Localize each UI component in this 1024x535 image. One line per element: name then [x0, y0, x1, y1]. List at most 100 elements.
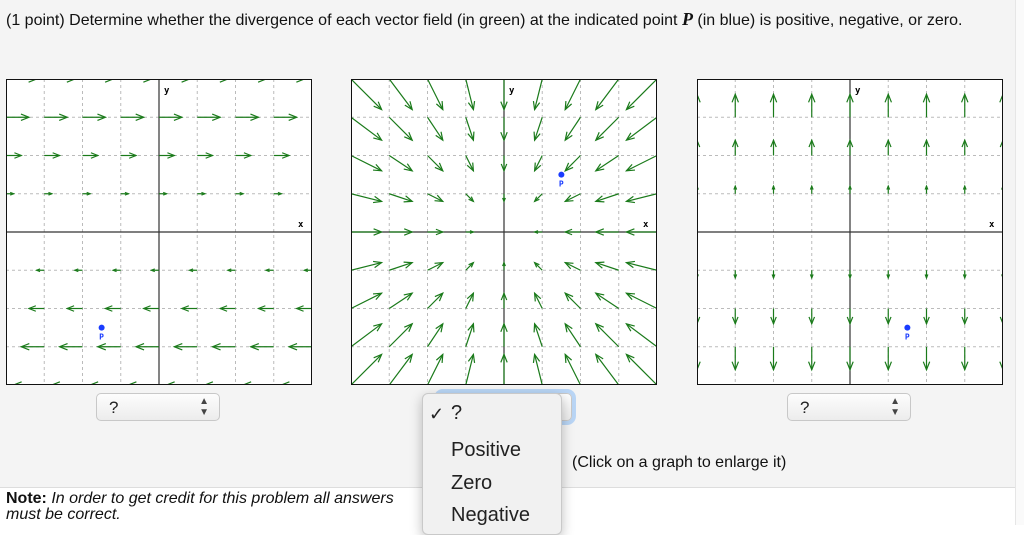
vector-arrow	[962, 184, 967, 194]
vector-arrow	[120, 79, 153, 83]
arrow-head	[808, 138, 816, 148]
arrow-head	[435, 322, 444, 333]
arrow-shaft	[626, 262, 657, 271]
vector-field-graph-2[interactable]: y x P	[351, 79, 657, 385]
arrow-head	[20, 113, 31, 122]
checkmark-icon: ✓	[429, 404, 445, 424]
menu-option-unknown[interactable]: ?	[451, 402, 463, 424]
arrow-shaft	[595, 155, 620, 172]
vector-arrow	[594, 261, 619, 271]
vector-arrow	[563, 228, 581, 236]
arrow-head	[111, 268, 117, 273]
arrow-head	[960, 361, 969, 372]
answer-select-1[interactable]: ? ▲ ▼	[96, 393, 220, 421]
arrow-head	[434, 261, 445, 270]
vector-arrow	[273, 113, 299, 122]
arrow-head	[434, 194, 445, 203]
vector-arrow	[44, 79, 77, 83]
vector-arrow	[564, 155, 581, 172]
vector-arrow	[809, 270, 814, 280]
point-symbol: P	[681, 9, 693, 29]
vector-arrow	[731, 92, 740, 118]
vector-arrow	[771, 270, 776, 280]
menu-option-zero[interactable]: Zero	[451, 472, 493, 494]
vector-arrow	[351, 79, 383, 111]
arrow-head	[624, 228, 635, 236]
arrow-shaft	[465, 323, 474, 347]
vector-arrow	[111, 268, 121, 273]
vector-arrow	[564, 322, 581, 348]
vector-arrow	[594, 193, 619, 203]
arrow-head	[65, 305, 75, 312]
vector-field-graph-1[interactable]: y x P	[6, 79, 312, 385]
arrow-head	[563, 194, 574, 203]
arrow-head	[809, 184, 814, 190]
answer-select-3[interactable]: ? ▲ ▼	[787, 393, 911, 421]
arrow-head	[210, 342, 221, 351]
arrow-head	[181, 79, 192, 83]
vector-arrow	[165, 381, 198, 385]
arrow-head	[173, 113, 184, 122]
vector-arrow	[502, 260, 506, 271]
arrow-head	[731, 316, 739, 326]
arrow-head	[500, 291, 508, 301]
vector-arrow	[532, 79, 543, 112]
arrow-head	[922, 92, 931, 103]
arrow-head	[203, 381, 214, 385]
arrow-head	[999, 316, 1003, 326]
vector-arrow	[241, 381, 274, 385]
vector-arrow	[564, 79, 582, 112]
menu-option-negative[interactable]: Negative	[451, 504, 530, 526]
vector-arrow	[624, 292, 657, 310]
vector-arrow	[770, 308, 777, 326]
vector-arrow	[807, 346, 816, 372]
vector-arrow	[733, 184, 738, 194]
vector-arrow	[771, 184, 776, 194]
arrow-head	[809, 274, 814, 280]
arrow-head	[594, 322, 604, 332]
menu-option-positive[interactable]: Positive	[451, 439, 522, 461]
vector-arrow	[426, 352, 444, 385]
point-p-marker	[558, 171, 565, 178]
arrow-shaft	[595, 116, 620, 141]
vector-arrow	[924, 184, 929, 194]
arrow-head	[731, 92, 740, 103]
arrow-shaft	[389, 193, 413, 202]
arrow-head	[924, 184, 929, 190]
vector-arrow	[351, 353, 383, 385]
vector-arrow	[427, 116, 444, 142]
vector-arrow	[533, 193, 543, 203]
arrow-head	[733, 274, 738, 280]
arrow-head	[532, 100, 541, 112]
scrollbar[interactable]	[1015, 0, 1024, 525]
vector-arrow	[465, 352, 476, 385]
vector-arrow	[731, 308, 739, 326]
arrow-head	[564, 292, 574, 302]
arrow-head	[279, 381, 290, 385]
vector-arrow	[82, 191, 92, 196]
arrow-head	[288, 113, 299, 122]
vector-arrow	[465, 261, 475, 271]
arrow-head	[922, 361, 931, 372]
arrow-shaft	[388, 323, 413, 348]
arrow-head	[770, 316, 777, 326]
vector-arrow	[697, 346, 701, 372]
arrow-head	[846, 138, 854, 148]
vector-arrow	[82, 113, 108, 122]
arrow-head	[846, 92, 854, 103]
up-down-arrows-icon: ▲ ▼	[890, 396, 900, 418]
vector-arrow	[884, 308, 892, 326]
arrow-head	[96, 342, 107, 351]
arrow-head	[564, 100, 573, 112]
arrow-head	[180, 305, 190, 312]
arrow-head	[594, 101, 604, 111]
arrow-shaft	[626, 116, 657, 141]
arrow-head	[403, 228, 414, 236]
vector-field-graph-3[interactable]: y x P	[697, 79, 1003, 385]
vector-arrow	[884, 92, 893, 118]
vector-arrow	[235, 191, 245, 196]
arrow-head	[86, 191, 92, 196]
note-text: Note: In order to get credit for this pr…	[6, 491, 416, 523]
vector-arrow	[351, 260, 384, 271]
arrow-head	[924, 274, 929, 280]
